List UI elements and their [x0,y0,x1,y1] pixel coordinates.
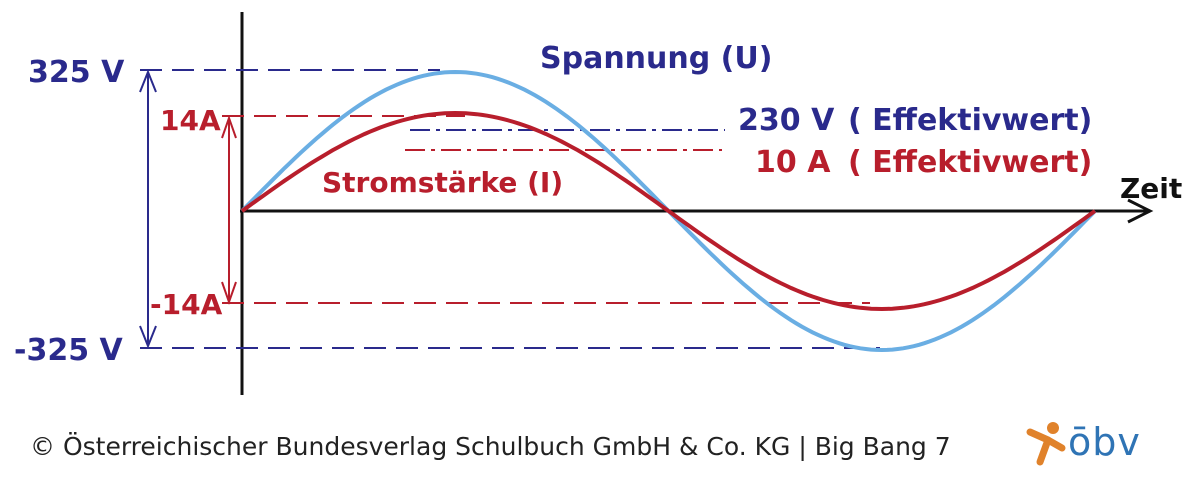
time-axis-arrow [1127,198,1154,224]
i-eff-value-label: 10 A [755,145,831,180]
obv-logo-icon [1026,422,1066,466]
i-amplitude-arrowhead-bottom [221,281,237,306]
i-amplitude-arrowhead-top [221,114,237,139]
v-eff-note-label: ( Effektivwert) [848,103,1092,138]
current-curve-label: Stromstärke (I) [322,166,563,199]
obv-logo-text: ōbv [1068,420,1141,464]
time-axis-label: Zeit [1120,172,1182,205]
current-curve [240,110,1097,312]
v-amplitude-arrowhead-bottom [139,325,157,349]
v-max-label: 325 V [28,55,125,90]
i-max-label: 14A [160,104,221,137]
v-amplitude-arrowhead-top [139,69,157,93]
copyright-footer: © Österreichischer Bundesverlag Schulbuc… [30,432,951,461]
i-eff-note-label: ( Effektivwert) [848,145,1092,180]
voltage-curve-label: Spannung (U) [540,41,772,76]
v-min-label: -325 V [14,333,124,368]
v-eff-value-label: 230 V [738,103,835,138]
i-min-label: -14A [150,288,223,321]
